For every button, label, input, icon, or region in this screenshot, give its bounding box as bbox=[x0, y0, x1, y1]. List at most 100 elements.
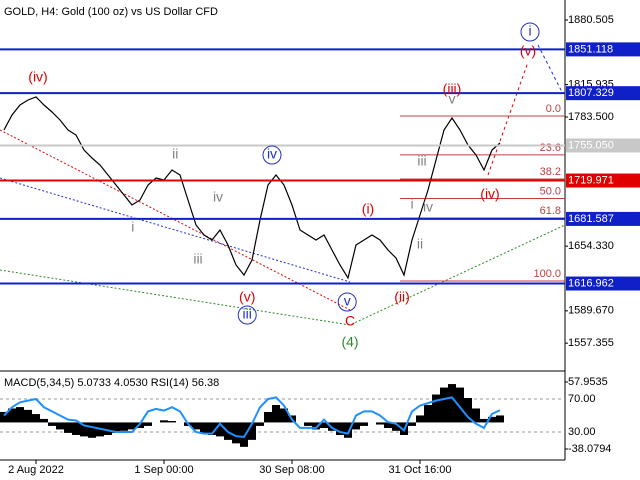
wave-label: (4) bbox=[341, 334, 358, 350]
macd-bar bbox=[8, 408, 16, 423]
wave-label: (ii) bbox=[394, 289, 410, 305]
macd-bar bbox=[120, 422, 128, 431]
macd-bar bbox=[200, 422, 208, 433]
macd-bar bbox=[32, 414, 40, 423]
wave-label: iv bbox=[213, 189, 223, 205]
macd-bar bbox=[208, 422, 216, 435]
macd-bar bbox=[24, 409, 32, 423]
wave-label: ii bbox=[172, 146, 178, 162]
level-box bbox=[566, 138, 640, 153]
macd-bar bbox=[432, 394, 440, 423]
wave-label: (iii) bbox=[443, 81, 462, 97]
macd-bar bbox=[392, 422, 400, 431]
price-line bbox=[3, 96, 501, 280]
macd-bar bbox=[280, 408, 288, 423]
macd-bar bbox=[440, 387, 448, 423]
fib-label: 23.6 bbox=[540, 142, 561, 154]
y-tick-label: 1880.505 bbox=[568, 14, 614, 26]
macd-bar bbox=[128, 422, 136, 430]
wave-label: (iv) bbox=[480, 186, 499, 202]
macd-bar bbox=[232, 422, 240, 444]
macd-bar bbox=[408, 422, 416, 426]
macd-bar bbox=[72, 422, 80, 435]
projection-line bbox=[537, 44, 563, 93]
macd-bar bbox=[192, 422, 200, 430]
macd-bar bbox=[336, 422, 344, 435]
macd-bar bbox=[64, 422, 72, 433]
macd-bar bbox=[104, 422, 112, 435]
fib-label: 0.0 bbox=[546, 103, 561, 115]
y2-tick-label: 57.9535 bbox=[568, 376, 608, 388]
wave-circle bbox=[262, 145, 282, 165]
wave-label: iii bbox=[193, 251, 202, 267]
x-tick-label: 1 Sep 00:00 bbox=[134, 464, 193, 476]
macd-bar bbox=[272, 404, 280, 423]
macd-bar bbox=[88, 422, 96, 438]
macd-bar bbox=[248, 422, 256, 440]
macd-bar bbox=[456, 387, 464, 423]
wave-label: i bbox=[131, 219, 134, 235]
wave-label: C bbox=[345, 313, 355, 329]
x-tick-label: 31 Oct 16:00 bbox=[389, 464, 452, 476]
macd-bar bbox=[80, 422, 88, 437]
wave-label: (v) bbox=[239, 289, 255, 305]
macd-bar bbox=[144, 422, 152, 426]
macd-bar bbox=[216, 422, 224, 437]
level-label: 1851.118 bbox=[568, 43, 613, 55]
macd-bar bbox=[264, 411, 272, 423]
macd-bar bbox=[168, 421, 176, 423]
rsi-line bbox=[3, 396, 501, 439]
wave-label: ii bbox=[417, 236, 423, 252]
wave-label: v bbox=[344, 293, 351, 309]
projection-line bbox=[487, 61, 529, 176]
wave-circle bbox=[520, 22, 540, 42]
fib-label: 100.0 bbox=[533, 268, 561, 280]
x-tick-label: 2 Aug 2022 bbox=[8, 464, 64, 476]
level-label: 1681.587 bbox=[568, 213, 614, 225]
level-box bbox=[566, 211, 640, 226]
macd-bar bbox=[472, 408, 480, 423]
y-tick-label: 1589.670 bbox=[568, 305, 614, 317]
macd-bar bbox=[160, 420, 168, 423]
macd-bar bbox=[416, 415, 424, 423]
wave-label: v bbox=[449, 91, 456, 107]
macd-bar bbox=[344, 422, 352, 438]
macd-bar bbox=[496, 415, 504, 423]
macd-bar bbox=[448, 384, 456, 423]
macd-bar bbox=[0, 411, 8, 423]
wave-label: (v) bbox=[520, 43, 536, 59]
trend-line bbox=[0, 129, 351, 311]
macd-bar bbox=[256, 422, 264, 426]
trend-line bbox=[0, 177, 351, 283]
wave-label: (iv) bbox=[28, 69, 47, 85]
wave-label: iii bbox=[243, 306, 252, 322]
wave-label: i bbox=[410, 196, 413, 212]
y-tick-label: 1557.355 bbox=[568, 337, 614, 349]
level-label: 1719.971 bbox=[568, 174, 614, 186]
fib-label: 50.0 bbox=[540, 185, 561, 197]
macd-bar bbox=[488, 416, 496, 423]
y-tick-label: 1783.500 bbox=[568, 111, 614, 123]
level-label: 1807.329 bbox=[568, 87, 614, 99]
level-box bbox=[566, 173, 640, 188]
level-label: 1616.962 bbox=[568, 277, 614, 289]
macd-bar bbox=[40, 418, 48, 423]
y-tick-label: 1654.330 bbox=[568, 240, 614, 252]
wave-label: iii bbox=[417, 153, 426, 169]
macd-bar bbox=[312, 422, 320, 430]
wave-label: i bbox=[528, 23, 531, 39]
wave-label: (i) bbox=[362, 201, 374, 217]
level-box bbox=[566, 276, 640, 291]
macd-bar bbox=[424, 404, 432, 423]
macd-bar bbox=[112, 422, 120, 433]
macd-bar bbox=[16, 407, 24, 423]
y2-tick-label: -38.0794 bbox=[568, 443, 611, 455]
macd-bar bbox=[464, 398, 472, 423]
level-label: 1755.050 bbox=[568, 139, 614, 151]
level-box bbox=[566, 86, 640, 101]
wave-label: iv bbox=[423, 199, 433, 215]
trend-line bbox=[0, 224, 566, 326]
indicator-title: MACD(5,34,5) 5.0733 4.0530 RSI(14) 56.38 bbox=[4, 377, 219, 389]
macd-bar bbox=[240, 422, 248, 447]
